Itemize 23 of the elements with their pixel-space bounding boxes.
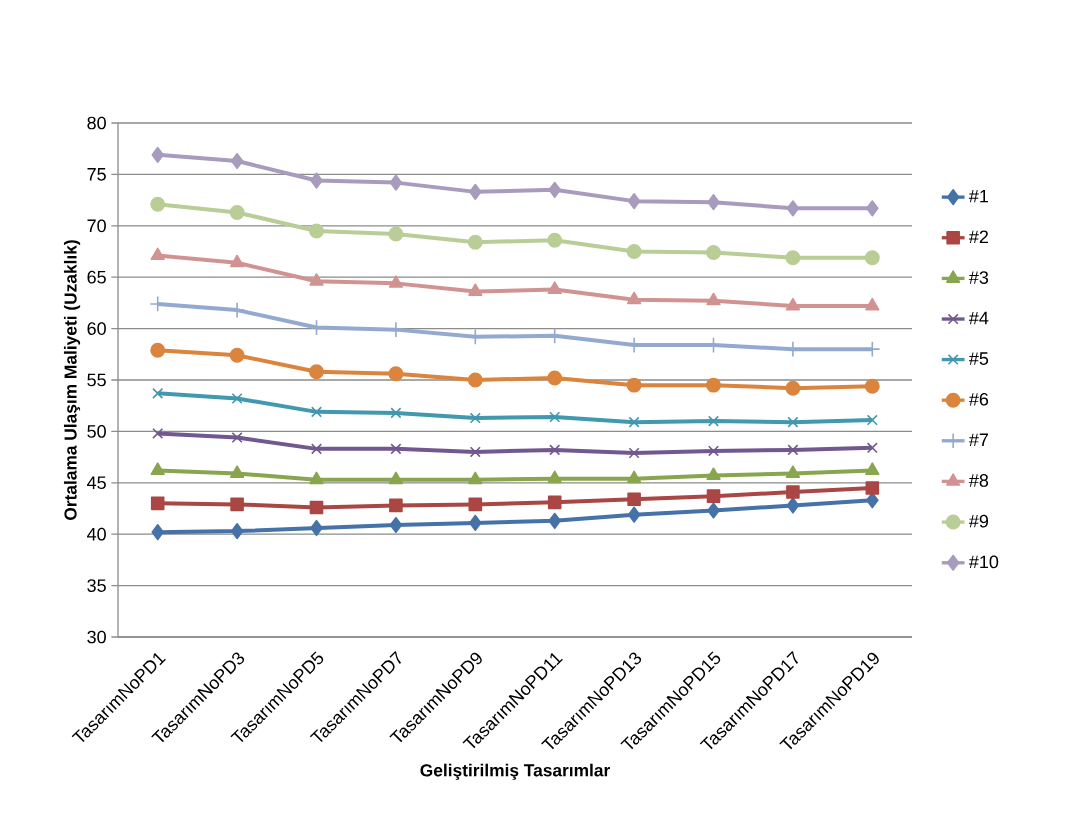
legend-label: #8 bbox=[968, 474, 989, 487]
y-tick-label: 65 bbox=[87, 270, 106, 284]
y-tick-label: 80 bbox=[87, 116, 106, 130]
y-tick-label: 45 bbox=[87, 476, 106, 490]
legend-label: #2 bbox=[968, 230, 988, 244]
legend-label: #7 bbox=[968, 433, 988, 446]
legend-label: #6 bbox=[968, 392, 989, 406]
y-tick-label: 40 bbox=[87, 527, 106, 541]
legend-label: #4 bbox=[968, 311, 989, 325]
y-tick-label: 50 bbox=[87, 425, 106, 438]
legend-label: #1 bbox=[968, 189, 989, 203]
y-tick-label: 35 bbox=[87, 579, 106, 592]
x-axis-title: Geliştirilmiş Tasarımlar bbox=[420, 763, 610, 780]
y-tick-label: 70 bbox=[87, 219, 106, 233]
legend-label: #3 bbox=[968, 271, 989, 284]
legend-label: #10 bbox=[968, 555, 999, 569]
legend-label: #5 bbox=[968, 352, 989, 365]
y-tick-label: 75 bbox=[87, 168, 106, 181]
y-tick-label: 30 bbox=[87, 630, 106, 644]
y-axis-title: Ortalama Ulaşım Maliyeti (Uzaklık) bbox=[63, 240, 81, 520]
legend-label: #9 bbox=[968, 514, 989, 528]
y-tick-label: 60 bbox=[87, 322, 106, 335]
y-tick-label: 55 bbox=[87, 373, 106, 387]
